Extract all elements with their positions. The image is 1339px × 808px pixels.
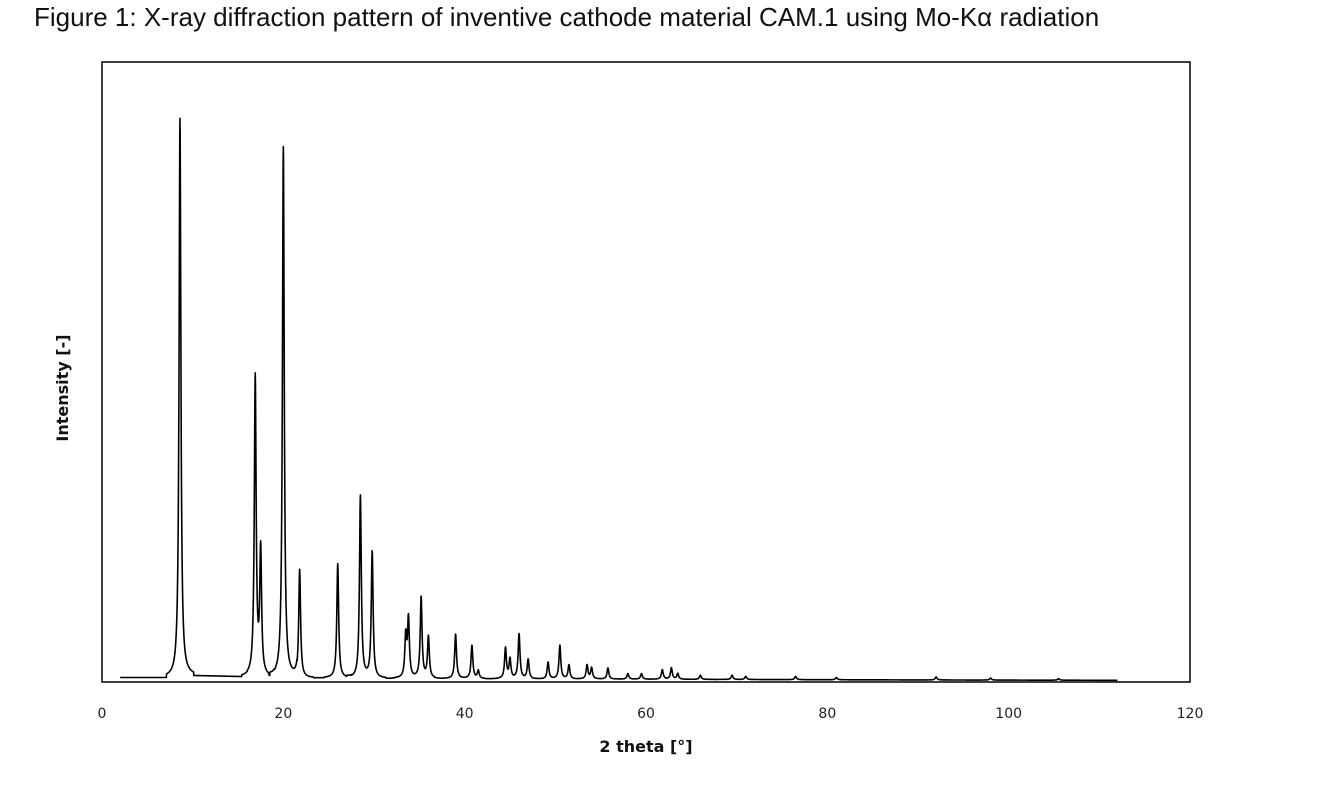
x-tick-label: 80 xyxy=(818,706,836,722)
x-tick-label: 120 xyxy=(1177,706,1204,722)
plot-frame xyxy=(102,62,1190,682)
x-axis-label: 2 theta [°] xyxy=(599,737,692,756)
x-tick-label: 60 xyxy=(637,706,655,722)
x-tick-label: 0 xyxy=(98,706,107,722)
diffraction-pattern-line xyxy=(120,118,1117,680)
x-tick-label: 40 xyxy=(456,706,474,722)
x-tick-labels: 0 20 40 60 80 100 120 xyxy=(98,706,1204,722)
x-tick-label: 20 xyxy=(274,706,292,722)
y-axis-label: Intensity [-] xyxy=(53,334,72,441)
x-tick-label: 100 xyxy=(995,706,1022,722)
